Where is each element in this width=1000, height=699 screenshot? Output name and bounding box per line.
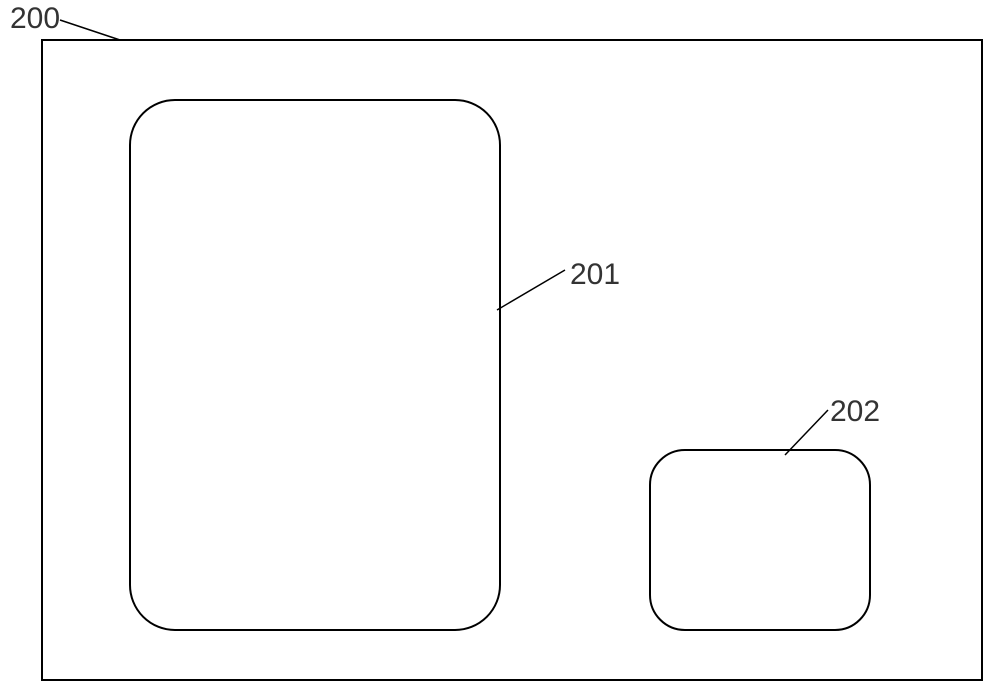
leader-box-b bbox=[785, 410, 828, 455]
leader-box-a bbox=[497, 270, 565, 310]
box-a-rect bbox=[130, 100, 500, 630]
outer-rect bbox=[42, 40, 982, 680]
leader-outer bbox=[60, 20, 120, 40]
diagram-svg bbox=[0, 0, 1000, 699]
box-b-rect bbox=[650, 450, 870, 630]
